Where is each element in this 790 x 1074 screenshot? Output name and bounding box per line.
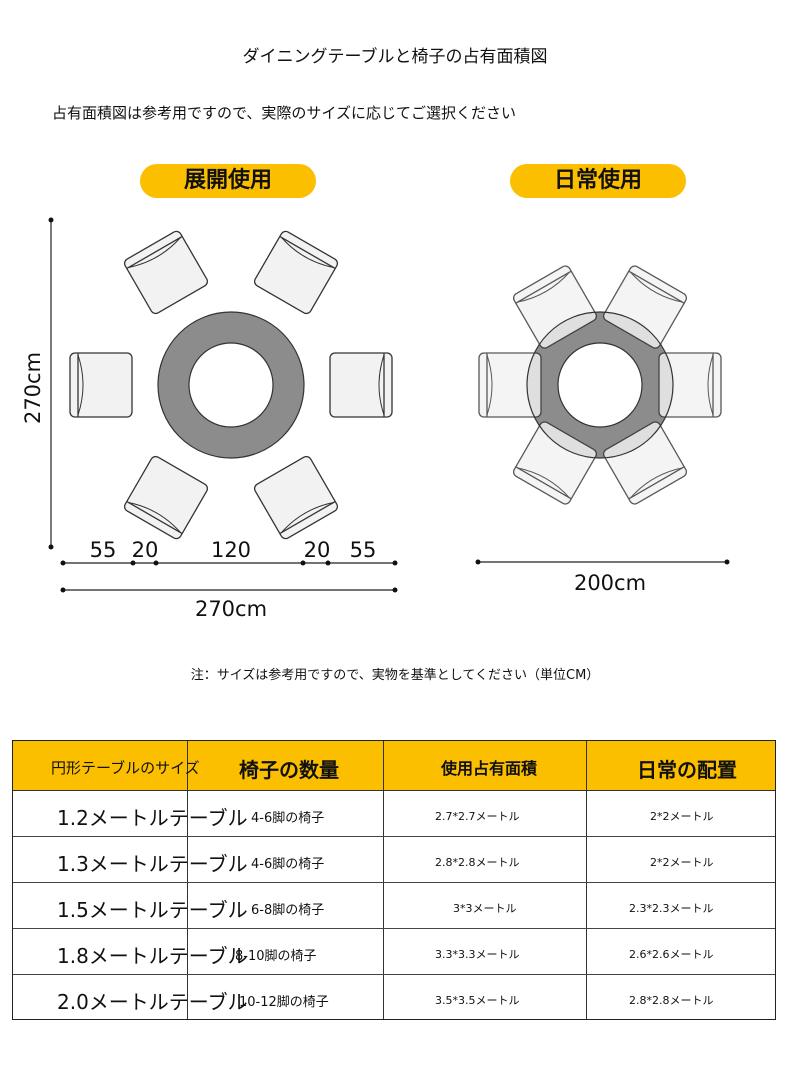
segment-label: 55: [350, 538, 377, 562]
width-label: 270cm: [195, 597, 267, 621]
row-daily-layout: 2.3*2.3メートル: [629, 902, 714, 915]
expanded-table: [158, 312, 304, 458]
page-title: ダイニングテーブルと椅子の占有面積図: [242, 47, 548, 67]
subtitle: 占有面積図は参考用ですので、実際のサイズに応じてご選択ください: [52, 104, 516, 122]
row-daily-layout: 2.8*2.8メートル: [629, 994, 714, 1007]
dimension-lines: [50, 220, 727, 591]
chair: [329, 352, 393, 418]
segment-label: 120: [211, 538, 251, 562]
header-chair-count: 椅子の数量: [239, 758, 339, 782]
row-usage-area: 3.3*3.3メートル: [435, 948, 520, 961]
chair: [122, 454, 210, 542]
chair: [252, 228, 340, 316]
row-table-size: 1.8メートルテーブル: [57, 944, 248, 968]
header-daily-layout: 日常の配置: [637, 758, 737, 782]
row-usage-area: 3*3メートル: [453, 902, 517, 915]
row-daily-layout: 2.6*2.6メートル: [629, 948, 714, 961]
size-table: 円形テーブルのサイズ 椅子の数量 使用占有面積 日常の配置 1.2メートルテーブ…: [12, 740, 776, 1020]
header-usage-area: 使用占有面積: [441, 759, 538, 778]
row-chair-count: 6-8脚の椅子: [251, 903, 325, 918]
row-table-size: 1.2メートルテーブル: [57, 806, 248, 830]
daily-use-label: 日常使用: [510, 164, 686, 198]
row-usage-area: 3.5*3.5メートル: [435, 994, 520, 1007]
row-daily-layout: 2*2メートル: [650, 856, 714, 869]
chair: [122, 228, 210, 316]
daily-table: [527, 312, 673, 458]
row-table-size: 2.0メートルテーブル: [57, 990, 248, 1014]
expanded-use-label: 展開使用: [140, 164, 316, 198]
row-chair-count: 10-12脚の椅子: [239, 995, 329, 1010]
segment-label: 20: [304, 538, 331, 562]
chair: [478, 352, 542, 418]
row-usage-area: 2.7*2.7メートル: [435, 810, 520, 823]
chair: [252, 454, 340, 542]
row-table-size: 1.3メートルテーブル: [57, 852, 248, 876]
expanded-chairs: [69, 228, 393, 542]
table-header: [13, 741, 775, 791]
row-usage-area: 2.8*2.8メートル: [435, 856, 520, 869]
row-chair-count: 4-6脚の椅子: [251, 857, 325, 872]
chair: [69, 352, 133, 418]
header-table-size: 円形テーブルのサイズ: [51, 759, 200, 777]
height-label: 270cm: [21, 352, 45, 424]
daily-width-label: 200cm: [574, 571, 646, 595]
segment-label: 55: [90, 538, 117, 562]
segment-label: 20: [132, 538, 159, 562]
row-chair-count: 8-10脚の椅子: [235, 949, 317, 964]
row-daily-layout: 2*2メートル: [650, 810, 714, 823]
size-note: 注：サイズは参考用ですので、実物を基準としてください（単位CM）: [190, 668, 600, 683]
chair: [658, 352, 722, 418]
row-chair-count: 4-6脚の椅子: [251, 811, 325, 826]
layout-diagrams: 270cm 55 20 120 20 55 270cm 200cm: [21, 217, 730, 621]
row-table-size: 1.5メートルテーブル: [57, 898, 248, 922]
